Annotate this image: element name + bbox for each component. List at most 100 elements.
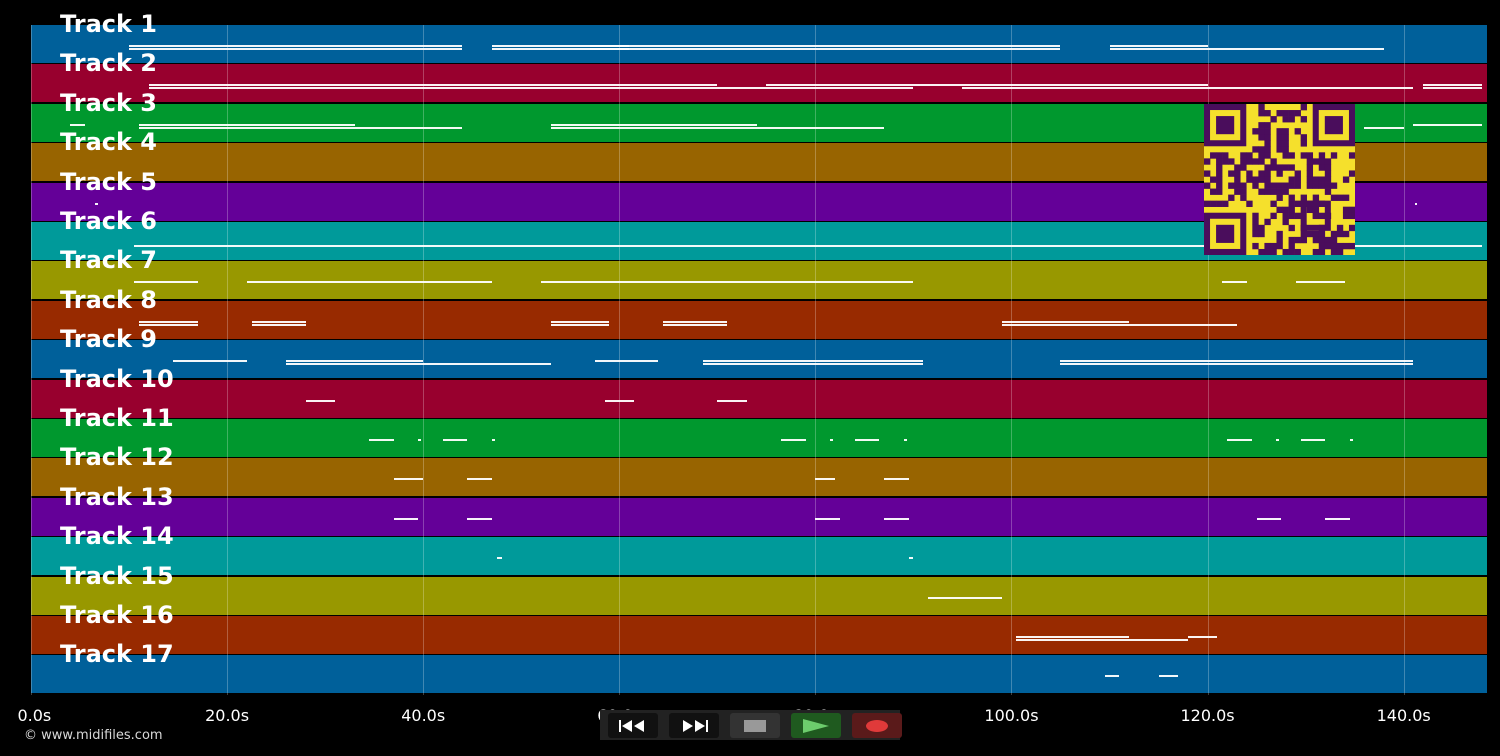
note-bar — [94, 202, 98, 205]
track-lane-15 — [31, 576, 1487, 615]
note-bar — [928, 596, 1002, 599]
track-lane-11 — [31, 419, 1487, 457]
note-bar — [540, 281, 914, 284]
note-bar — [702, 360, 924, 363]
note-bar — [903, 439, 907, 441]
track-lane-8 — [31, 300, 1487, 339]
track-label-5: Track 5 — [60, 167, 158, 196]
note-bar — [138, 123, 355, 126]
note-bar — [1413, 123, 1483, 126]
note-bar — [173, 360, 247, 363]
track-label-9: Track 9 — [60, 325, 158, 354]
note-bar — [1256, 517, 1282, 520]
note-bar — [815, 517, 840, 520]
gridline — [619, 25, 620, 695]
note-bar — [1364, 126, 1404, 129]
track-lane-17 — [31, 655, 1487, 694]
fast-forward-icon — [683, 719, 708, 732]
copyright-text: © www.midifiles.com — [24, 728, 163, 743]
track-label-14: Track 14 — [60, 522, 174, 551]
track-label-17: Track 17 — [60, 640, 174, 669]
note-bar — [1060, 363, 1414, 366]
note-bar — [393, 478, 424, 481]
note-bar — [305, 399, 335, 402]
transport-controls — [600, 710, 902, 740]
note-bar — [550, 123, 757, 126]
track-label-15: Track 15 — [60, 561, 174, 590]
play-button[interactable] — [791, 713, 841, 738]
gridline — [423, 25, 424, 695]
note-bar — [467, 517, 492, 520]
play-icon — [803, 718, 829, 733]
note-bar — [594, 360, 659, 363]
note-bar — [1187, 636, 1218, 638]
gridline — [1208, 25, 1209, 695]
track-label-2: Track 2 — [60, 49, 158, 78]
note-bar — [496, 557, 502, 560]
track-label-10: Track 10 — [60, 364, 174, 393]
note-bar — [148, 87, 424, 90]
track-label-6: Track 6 — [60, 207, 158, 235]
track-lane-13 — [31, 497, 1487, 536]
track-lane-16 — [31, 616, 1487, 654]
stop-icon — [744, 719, 766, 732]
note-bar — [781, 439, 806, 441]
note-bar — [908, 557, 914, 560]
note-bar — [246, 281, 492, 284]
note-bar — [604, 399, 634, 402]
note-bar — [1016, 636, 1130, 638]
gridline — [1404, 25, 1405, 695]
note-bar — [251, 320, 306, 323]
record-icon — [866, 719, 888, 732]
note-bar — [133, 245, 1483, 247]
note-bar — [1300, 439, 1326, 441]
note-bar — [369, 439, 394, 441]
note-bar — [1001, 320, 1130, 323]
track-label-16: Track 16 — [60, 601, 174, 629]
note-bar — [70, 123, 85, 126]
fast-forward-button[interactable] — [669, 713, 719, 738]
note-bar — [1109, 45, 1208, 47]
note-bar — [550, 126, 884, 129]
gridline — [227, 25, 228, 695]
track-lane-1 — [31, 25, 1487, 63]
note-bar — [491, 439, 495, 441]
note-bar — [1227, 439, 1252, 441]
stop-button[interactable] — [730, 713, 780, 738]
note-bar — [550, 323, 610, 326]
note-bar — [148, 84, 424, 87]
rewind-button[interactable] — [608, 713, 658, 738]
note-bar — [589, 48, 1061, 50]
note-bar — [423, 87, 914, 90]
note-bar — [418, 439, 422, 441]
note-bar — [884, 517, 909, 520]
note-bar — [285, 363, 551, 366]
note-bar — [491, 45, 630, 47]
record-button[interactable] — [852, 713, 902, 738]
note-bar — [442, 439, 468, 441]
track-label-8: Track 8 — [60, 285, 158, 314]
note-bar — [251, 323, 306, 326]
track-lane-12 — [31, 458, 1487, 497]
note-bar — [129, 48, 463, 50]
note-bar — [1158, 675, 1179, 678]
note-bar — [1104, 675, 1120, 678]
note-bar — [1060, 360, 1414, 363]
note-bar — [1001, 323, 1237, 326]
track-lane-2 — [31, 64, 1487, 103]
track-label-7: Track 7 — [60, 246, 158, 275]
note-bar — [285, 360, 424, 363]
gridline — [815, 25, 816, 695]
qr-code-icon — [1203, 103, 1356, 256]
gridline — [1011, 25, 1012, 695]
note-bar — [423, 84, 718, 87]
note-bar — [766, 84, 1208, 87]
track-label-11: Track 11 — [60, 404, 174, 432]
note-bar — [138, 323, 198, 326]
note-bar — [1109, 48, 1385, 50]
note-bar — [1276, 439, 1280, 441]
note-bar — [138, 126, 463, 129]
note-bar — [393, 517, 419, 520]
axis-tick-label: 0.0s — [17, 706, 52, 725]
